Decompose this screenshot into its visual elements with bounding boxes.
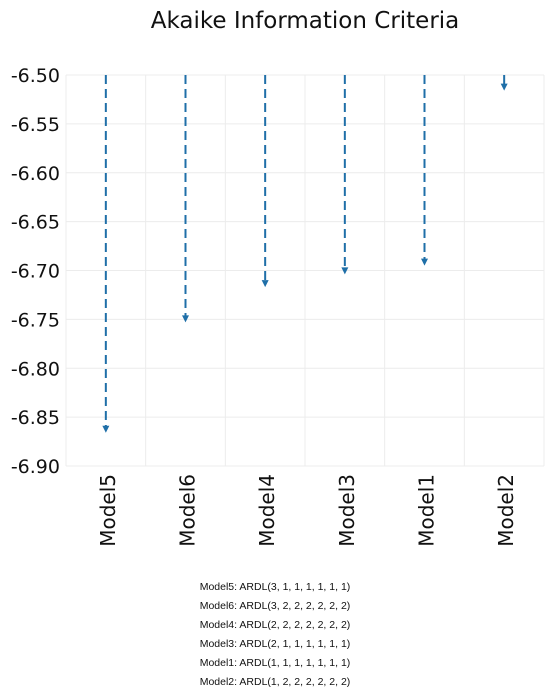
model-legend-notes: Model5: ARDL(3, 1, 1, 1, 1, 1, 1) Model6… (0, 578, 550, 692)
data-point-model6 (182, 315, 189, 323)
x-axis: Model5 Model6 Model4 Model3 Model1 Model2 (96, 474, 518, 547)
y-axis: -6.50 -6.55 -6.60 -6.65 -6.70 -6.75 -6.80 -6.85… (11, 65, 60, 478)
y-tick-label: -6.90 (11, 456, 60, 478)
model-note: Model3: ARDL(2, 1, 1, 1, 1, 1, 1) (199, 638, 351, 650)
y-tick-label: -6.50 (11, 65, 60, 87)
data-point-model1 (421, 258, 428, 266)
model-note: Model2: ARDL(1, 2, 2, 2, 2, 2, 2) (199, 676, 351, 688)
y-tick-label: -6.65 (11, 212, 60, 234)
y-tick-label: -6.85 (11, 407, 60, 429)
x-tick-label: Model3 (335, 474, 359, 547)
data-point-model3 (341, 267, 349, 275)
y-tick-label: -6.60 (11, 163, 60, 185)
x-tick-label: Model5 (96, 474, 120, 547)
x-tick-label: Model2 (494, 474, 518, 547)
grid-lines (65, 74, 545, 467)
data-point-model5 (102, 425, 110, 433)
model-note: Model6: ARDL(3, 2, 2, 2, 2, 2, 2) (199, 600, 351, 612)
data-point-model2 (500, 83, 508, 91)
y-tick-label: -6.80 (11, 358, 60, 380)
model-note: Model1: ARDL(1, 1, 1, 1, 1, 1, 1) (199, 657, 351, 669)
chart-title: Akaike Information Criteria (151, 8, 460, 34)
model-note: Model4: ARDL(2, 2, 2, 2, 2, 2, 2) (199, 619, 351, 631)
y-tick-label: -6.55 (11, 114, 60, 136)
x-tick-label: Model4 (255, 474, 279, 547)
x-tick-label: Model6 (176, 474, 200, 547)
y-tick-label: -6.75 (11, 309, 60, 331)
model-note: Model5: ARDL(3, 1, 1, 1, 1, 1, 1) (199, 581, 351, 593)
x-tick-label: Model1 (415, 474, 439, 547)
data-point-model4 (261, 280, 269, 288)
series-lines (102, 75, 508, 433)
y-tick-label: -6.70 (11, 261, 60, 283)
